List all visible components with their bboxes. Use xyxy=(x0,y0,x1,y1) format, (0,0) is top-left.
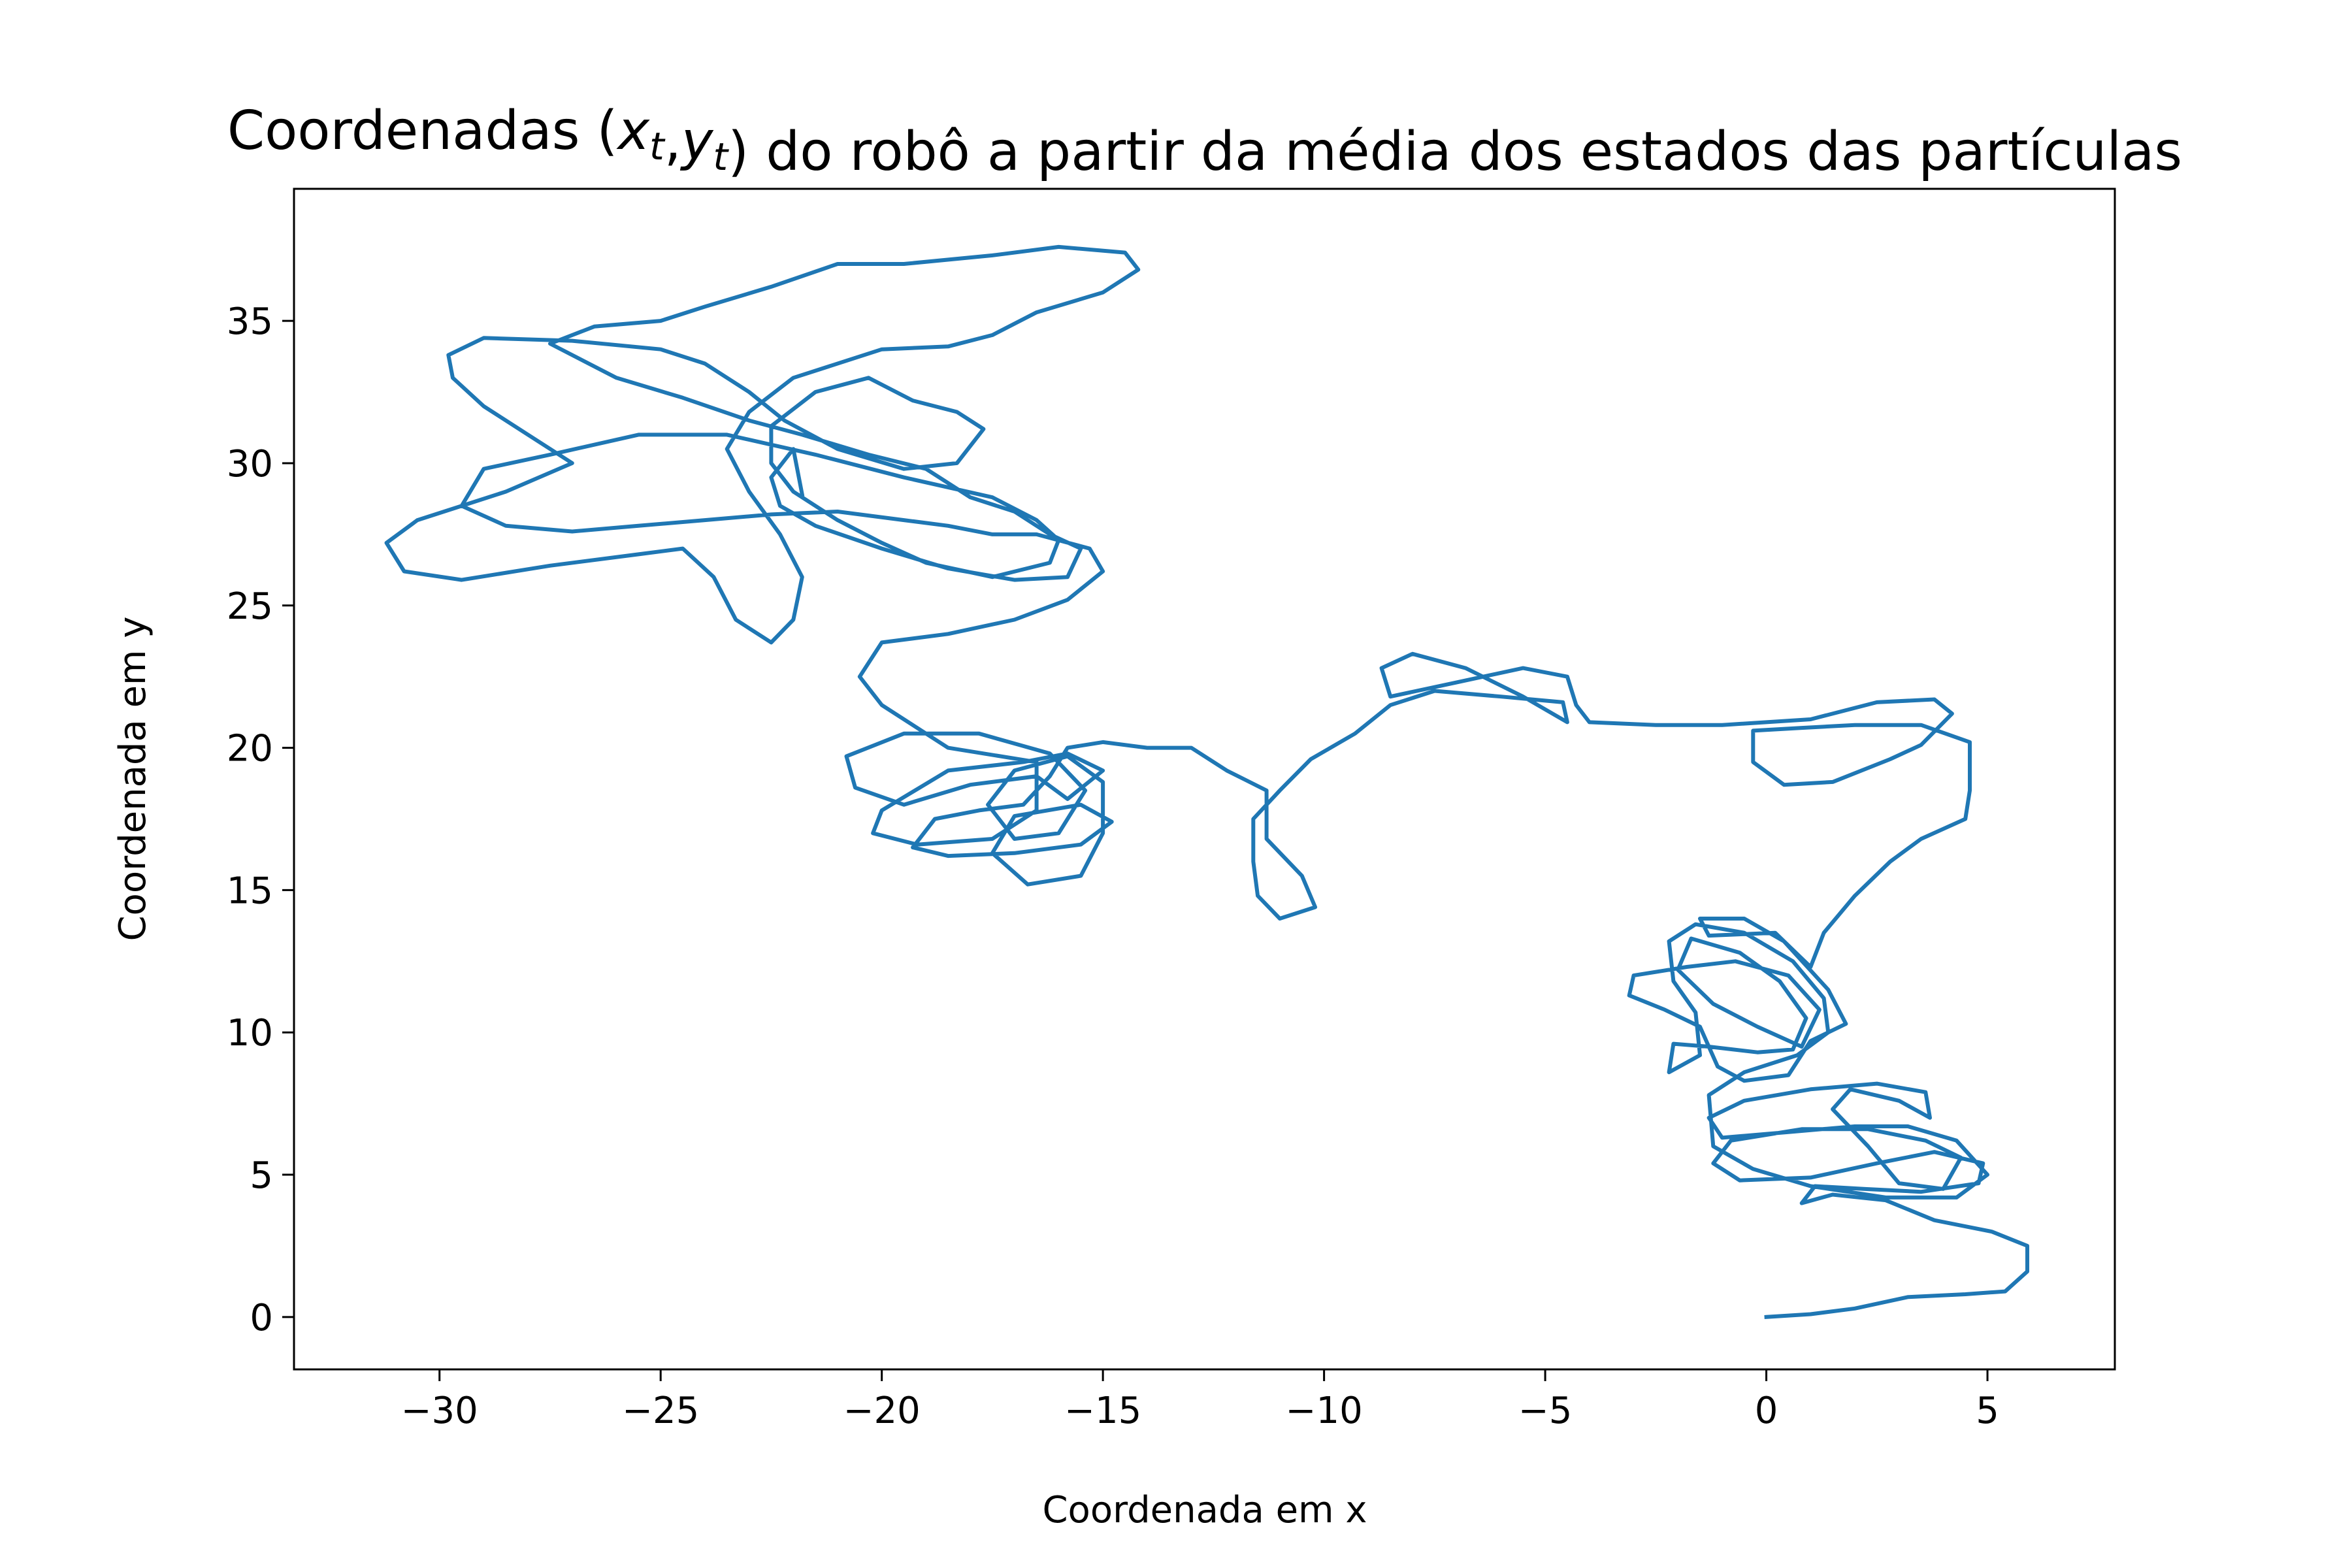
x-tick-label: 5 xyxy=(1976,1390,1999,1432)
x-tick-label: −20 xyxy=(843,1390,921,1432)
y-tick-label: 0 xyxy=(250,1297,273,1339)
x-tick-label: −15 xyxy=(1064,1390,1141,1432)
x-tick-label: −5 xyxy=(1518,1390,1573,1432)
y-tick-label: 20 xyxy=(227,728,273,770)
x-tick-label: −30 xyxy=(401,1390,478,1432)
x-tick-label: 0 xyxy=(1755,1390,1778,1432)
y-tick-label: 15 xyxy=(227,870,273,912)
axes-frame xyxy=(293,188,2116,1371)
y-tick-label: 25 xyxy=(227,585,273,628)
chart-title: Coordenadas (xt,yt) do robô a partir da … xyxy=(227,100,2182,183)
trajectory-line xyxy=(384,244,2029,1319)
x-axis-label: Coordenada em x xyxy=(1042,1489,1367,1531)
y-tick-label: 5 xyxy=(250,1154,273,1197)
y-axis-label: Coordenada em y xyxy=(112,616,154,941)
y-tick-label: 35 xyxy=(227,301,273,343)
y-tick-label: 10 xyxy=(227,1012,273,1054)
y-tick-label: 30 xyxy=(227,443,273,485)
x-tick-label: −10 xyxy=(1286,1390,1363,1432)
x-tick-label: −25 xyxy=(622,1390,699,1432)
